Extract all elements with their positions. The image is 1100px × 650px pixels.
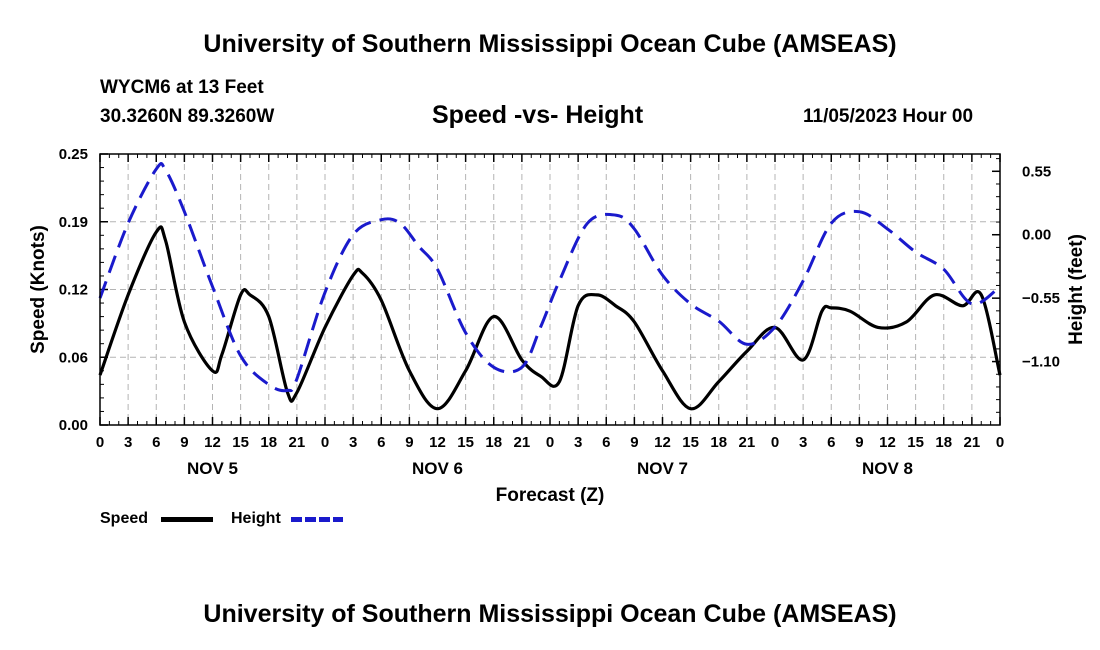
y-right-tick-label: 0.55: [1022, 163, 1051, 180]
x-tick-label: 9: [630, 434, 638, 451]
legend-height-label: Height: [231, 510, 281, 527]
x-tick-label: 6: [152, 434, 160, 451]
y-left-tick-label: 0.06: [59, 349, 88, 366]
x-tick-label: 21: [739, 434, 756, 451]
x-tick-label: 18: [485, 434, 502, 451]
x-tick-label: 3: [799, 434, 807, 451]
x-tick-label: 12: [654, 434, 671, 451]
chart-title: University of Southern Mississippi Ocean…: [203, 30, 897, 58]
x-tick-label: 0: [96, 434, 104, 451]
x-tick-label: 18: [935, 434, 952, 451]
plot-frame: [99, 153, 1001, 426]
legend-speed-label: Speed: [100, 510, 149, 527]
y-left-axis-label: Speed (Knots): [28, 225, 49, 354]
x-tick-label: 6: [827, 434, 835, 451]
y-left-tick-label: 0.12: [59, 282, 88, 299]
y-right-tick-label: −0.55: [1022, 290, 1060, 307]
chart-subtitle: Speed -vs- Height: [432, 101, 644, 129]
x-tick-label: 9: [855, 434, 863, 451]
x-tick-label: 9: [180, 434, 188, 451]
x-tick-label: 18: [260, 434, 277, 451]
station-label: WYCM6 at 13 Feet: [100, 77, 264, 98]
x-tick-label: 12: [204, 434, 221, 451]
x-tick-label: 12: [429, 434, 446, 451]
legend-height-swatch: [291, 517, 343, 522]
x-tick-label: 0: [321, 434, 329, 451]
x-tick-label: 0: [771, 434, 779, 451]
y-right-axis-label: Height (feet): [1066, 234, 1087, 345]
x-tick-label: 15: [232, 434, 249, 451]
x-tick-label: 18: [710, 434, 727, 451]
legend-speed-swatch: [161, 517, 213, 522]
x-tick-label: 3: [574, 434, 582, 451]
x-tick-label: 3: [124, 434, 132, 451]
height-series-line: [98, 162, 1001, 393]
y-left-tick-label: 0.25: [59, 146, 88, 163]
x-tick-label: 9: [405, 434, 413, 451]
x-tick-label: 6: [602, 434, 610, 451]
day-label: NOV 5: [187, 459, 238, 478]
x-tick-label: 3: [349, 434, 357, 451]
x-tick-label: 12: [879, 434, 896, 451]
y-left-tick-label: 0.19: [59, 214, 88, 231]
x-tick-label: 0: [546, 434, 554, 451]
station-coords: 30.3260N 89.3260W: [100, 106, 275, 127]
x-tick-label: 15: [682, 434, 699, 451]
day-label: NOV 6: [412, 459, 463, 478]
y-left-tick-label: 0.00: [59, 417, 88, 434]
x-tick-label: 21: [514, 434, 531, 451]
y-right-tick-label: 0.00: [1022, 227, 1051, 244]
footer-title: University of Southern Mississippi Ocean…: [203, 600, 897, 628]
x-tick-label: 6: [377, 434, 385, 451]
x-tick-label: 0: [996, 434, 1004, 451]
x-tick-label: 21: [964, 434, 981, 451]
x-tick-label: 21: [289, 434, 306, 451]
day-label: NOV 7: [637, 459, 688, 478]
y-right-tick-label: −1.10: [1022, 354, 1060, 371]
day-label: NOV 8: [862, 459, 913, 478]
x-tick-label: 15: [457, 434, 474, 451]
x-tick-label: 15: [907, 434, 924, 451]
forecast-datetime: 11/05/2023 Hour 00: [803, 106, 974, 127]
x-axis-label: Forecast (Z): [496, 485, 605, 506]
